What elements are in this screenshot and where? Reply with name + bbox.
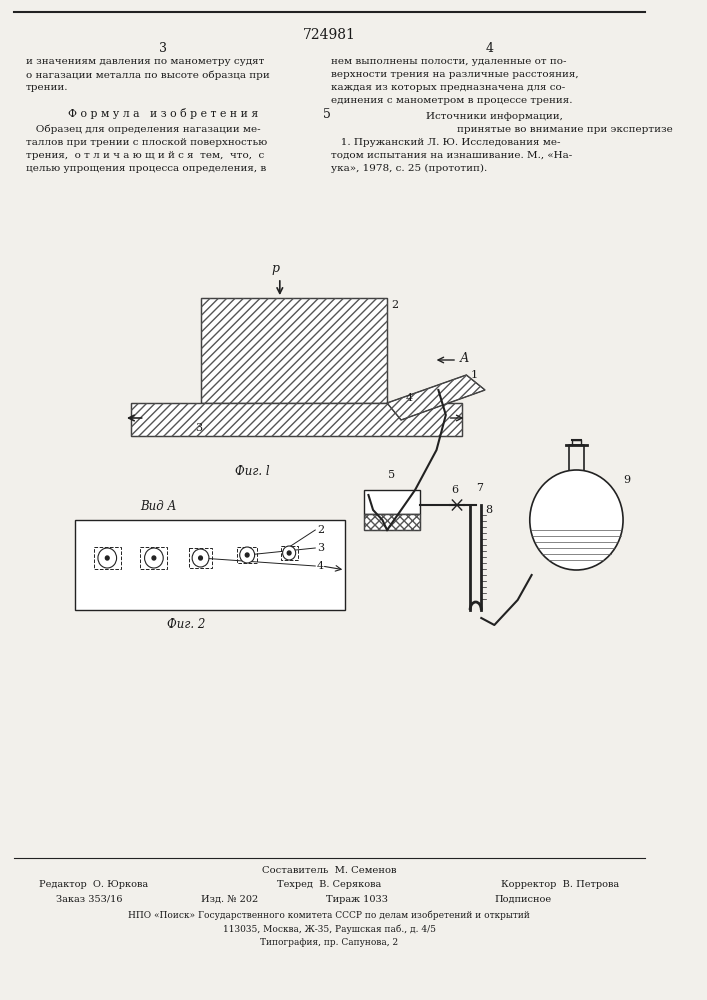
Text: Тираж 1033: Тираж 1033 [327,895,388,904]
Text: Подписное: Подписное [494,895,551,904]
Circle shape [530,470,623,570]
Text: Редактор  О. Юркова: Редактор О. Юркова [39,880,148,889]
Text: принятые во внимание при экспертизе: принятые во внимание при экспертизе [457,125,673,134]
Polygon shape [364,514,420,530]
Text: целью упрощения процесса определения, в: целью упрощения процесса определения, в [26,164,267,173]
Bar [141,547,168,569]
Bar [189,548,212,568]
Text: Образец для определения нагазации ме-: Образец для определения нагазации ме- [26,125,261,134]
Text: единения с манометром в процессе трения.: единения с манометром в процессе трения. [331,96,573,105]
Text: Заказ 353/16: Заказ 353/16 [56,895,122,904]
Text: 3: 3 [317,543,325,553]
Text: ука», 1978, с. 25 (прототип).: ука», 1978, с. 25 (прототип). [331,164,487,173]
Text: 9: 9 [623,475,630,485]
Text: 8: 8 [485,505,492,515]
Text: 2: 2 [392,300,399,310]
Text: 1: 1 [471,370,478,380]
Text: таллов при трении с плоской поверхностью: таллов при трении с плоской поверхностью [26,138,267,147]
Text: нем выполнены полости, удаленные от по-: нем выполнены полости, удаленные от по- [331,57,566,66]
Bar [364,490,420,514]
Text: Изд. № 202: Изд. № 202 [201,895,258,904]
Text: трения,  о т л и ч а ю щ и й с я  тем,  что,  с: трения, о т л и ч а ю щ и й с я тем, что… [26,151,264,160]
Text: Типография, пр. Сапунова, 2: Типография, пр. Сапунова, 2 [260,938,398,947]
Bar [281,546,298,560]
Text: А: А [460,352,469,364]
Circle shape [240,547,255,563]
Polygon shape [387,375,485,420]
Text: 724981: 724981 [303,28,356,42]
Text: Ф о р м у л а   и з о б р е т е н и я: Ф о р м у л а и з о б р е т е н и я [68,108,258,119]
Text: 4: 4 [406,393,413,403]
Circle shape [144,548,163,568]
Text: Корректор  В. Петрова: Корректор В. Петрова [501,880,619,889]
Text: 4: 4 [317,561,325,571]
Text: НПО «Поиск» Государственного комитета СССР по делам изобретений и открытий: НПО «Поиск» Государственного комитета СС… [128,910,530,920]
Bar [75,520,345,610]
Text: 5: 5 [322,108,330,121]
Text: р: р [271,262,279,275]
Circle shape [287,551,291,555]
Text: трении.: трении. [26,83,69,92]
Text: Источники информации,: Источники информации, [426,112,563,121]
Bar [237,547,257,563]
Text: Вид А: Вид А [140,500,176,513]
Text: о нагазации металла по высоте образца при: о нагазации металла по высоте образца пр… [26,70,270,80]
Circle shape [192,549,209,567]
Text: Составитель  М. Семенов: Составитель М. Семенов [262,866,397,875]
Text: 7: 7 [476,483,483,493]
Text: верхности трения на различные расстояния,: верхности трения на различные расстояния… [331,70,579,79]
Circle shape [199,556,202,560]
Text: 5: 5 [388,470,395,480]
Polygon shape [201,298,387,403]
Circle shape [283,546,296,560]
Text: 3: 3 [159,42,168,55]
Text: и значениям давления по манометру судят: и значениям давления по манометру судят [26,57,264,66]
Text: тодом испытания на изнашивание. М., «На-: тодом испытания на изнашивание. М., «На- [331,151,573,160]
Text: Фиг. l: Фиг. l [235,465,269,478]
Bar [94,547,121,569]
Polygon shape [131,403,462,436]
Text: Техред  В. Серякова: Техред В. Серякова [277,880,381,889]
Text: 4: 4 [486,42,493,55]
Text: 6: 6 [452,485,459,495]
Circle shape [105,556,109,560]
Text: Фиг. 2: Фиг. 2 [168,618,206,631]
Text: 2: 2 [317,525,325,535]
Text: 113035, Москва, Ж-35, Раушская паб., д. 4/5: 113035, Москва, Ж-35, Раушская паб., д. … [223,924,436,934]
Circle shape [98,548,117,568]
Text: каждая из которых предназначена для со-: каждая из которых предназначена для со- [331,83,566,92]
Text: 3: 3 [195,423,202,433]
Text: 1. Пружанский Л. Ю. Исследования ме-: 1. Пружанский Л. Ю. Исследования ме- [331,138,561,147]
Circle shape [245,553,249,557]
Circle shape [152,556,156,560]
